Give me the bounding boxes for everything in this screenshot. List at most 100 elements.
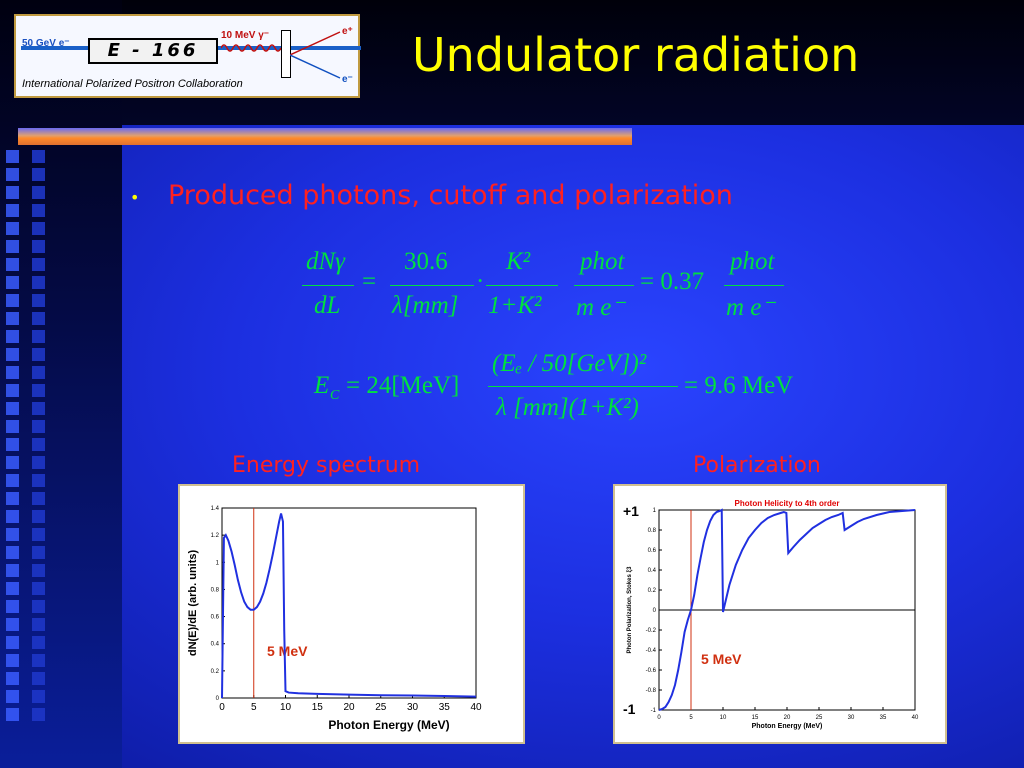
decor-square — [32, 150, 45, 163]
undulator-wave-icon — [221, 44, 281, 52]
y-tick-label: 0.6 — [211, 615, 220, 621]
annotation-minus-one: -1 — [623, 701, 636, 717]
x-tick-label: 0 — [219, 702, 225, 713]
marker-label: 5 MeV — [267, 643, 308, 659]
decor-square — [6, 474, 19, 487]
eq1-fraction-line-2 — [390, 285, 474, 286]
eq1-f4-den: m e⁻ — [726, 294, 775, 321]
decor-square — [6, 330, 19, 343]
eq1-mid: = 0.37 — [640, 268, 705, 295]
y-tick-label: 0.8 — [211, 587, 220, 593]
eq2-den: λ [mm](1+K²) — [496, 394, 639, 421]
y-tick-label: 1 — [216, 560, 220, 566]
eq1-fraction-line-3 — [486, 285, 558, 286]
y-tick-label: 0.4 — [648, 568, 657, 574]
decor-square — [6, 312, 19, 325]
decor-square — [6, 186, 19, 199]
y-tick-label: 1.2 — [211, 533, 220, 539]
caption-energy-spectrum: Energy spectrum — [232, 453, 421, 478]
bullet-marker: • — [130, 188, 140, 207]
x-tick-label: 20 — [784, 715, 791, 721]
decor-square — [6, 492, 19, 505]
decor-square — [32, 168, 45, 181]
decor-square — [6, 366, 19, 379]
decor-square — [6, 258, 19, 271]
decor-square — [32, 600, 45, 613]
eq1-fraction-line — [302, 285, 354, 286]
decor-square — [32, 438, 45, 451]
decor-square — [6, 636, 19, 649]
decor-square — [6, 564, 19, 577]
eq1-f1-den: λ[mm] — [392, 292, 459, 319]
decor-square — [6, 204, 19, 217]
eq2-pref: = 24[MeV] — [346, 372, 460, 399]
decor-square — [32, 330, 45, 343]
x-tick-label: 40 — [470, 702, 482, 713]
electron-label: e⁻ — [342, 74, 353, 85]
x-tick-label: 10 — [720, 715, 727, 721]
y-tick-label: 1 — [653, 508, 657, 514]
decor-square — [32, 510, 45, 523]
y-axis-label: Photon Polarization, Stokes ξ3 — [627, 566, 633, 654]
decor-square — [32, 474, 45, 487]
x-tick-label: 10 — [280, 702, 292, 713]
eq1-f2-den: 1+K² — [488, 292, 542, 319]
bullet-text: Produced photons, cutoff and polarizatio… — [168, 180, 733, 211]
positron-label: e⁺ — [342, 26, 353, 37]
decor-square — [32, 618, 45, 631]
y-tick-label: -0.4 — [646, 648, 657, 654]
x-tick-label: 20 — [343, 702, 355, 713]
x-tick-label: 40 — [912, 715, 919, 721]
decor-square — [32, 402, 45, 415]
polarization-chart: 0 5 10 15 20 25 30 35 40 -1 -0.8 -0.6 -0.4 -0.2 0 0.2 0.… — [623, 499, 919, 730]
decor-square — [6, 654, 19, 667]
decor-square — [32, 564, 45, 577]
decor-square — [6, 546, 19, 559]
decor-square — [32, 654, 45, 667]
decor-square — [32, 348, 45, 361]
collaboration-name: International Polarized Positron Collabo… — [22, 78, 243, 90]
decor-square — [6, 708, 19, 721]
eq1-fraction-line-5 — [724, 285, 784, 286]
decor-square — [32, 312, 45, 325]
x-tick-label: 15 — [312, 702, 324, 713]
decor-square — [32, 528, 45, 541]
decor-square — [32, 582, 45, 595]
beam-energy-label: 50 GeV e⁻ — [22, 38, 70, 49]
decor-square — [6, 528, 19, 541]
decor-square — [6, 222, 19, 235]
eq1-f4-num: phot — [730, 248, 775, 275]
decor-square — [6, 456, 19, 469]
decor-square — [32, 258, 45, 271]
decor-square — [6, 438, 19, 451]
y-tick-label: 0.6 — [648, 548, 657, 554]
eq1-lhs-den: dL — [314, 292, 341, 319]
decor-square — [6, 294, 19, 307]
x-tick-label: 0 — [657, 715, 661, 721]
energy-spectrum-chart: 0 5 10 15 20 25 30 35 40 0 0.2 0.4 0.6 0.8 1 1.2 1.4 Phot… — [187, 506, 482, 732]
x-tick-label: 25 — [375, 702, 387, 713]
x-axis-label: Photon Energy (MeV) — [328, 718, 449, 732]
decor-square — [6, 582, 19, 595]
slide-title: Undulator radiation — [412, 28, 860, 82]
y-tick-label: -0.8 — [646, 688, 657, 694]
series-line-0 — [658, 508, 916, 711]
y-axis-label: dN(E)/dE (arb. units) — [187, 550, 199, 657]
decor-square — [32, 384, 45, 397]
decor-square — [6, 618, 19, 631]
eq2-lhs-sub: C — [330, 388, 340, 403]
annotation-plus-one: +1 — [623, 503, 639, 519]
x-tick-label: 30 — [407, 702, 419, 713]
split-arrows-icon — [290, 31, 341, 79]
decor-square — [6, 384, 19, 397]
decor-square — [32, 294, 45, 307]
y-tick-label: 0.2 — [648, 588, 657, 594]
title-underline-stripe — [18, 128, 632, 145]
decor-square — [32, 672, 45, 685]
y-tick-label: -0.6 — [646, 668, 657, 674]
polarization-plot-frame: 0 5 10 15 20 25 30 35 40 -1 -0.8 -0.6 -0.4 -0.2 0 0.2 0.… — [613, 484, 947, 744]
eq1-lhs-num: dNγ — [306, 248, 346, 275]
square-pattern — [6, 150, 28, 726]
y-tick-label: -1 — [651, 708, 657, 714]
decor-square — [32, 366, 45, 379]
